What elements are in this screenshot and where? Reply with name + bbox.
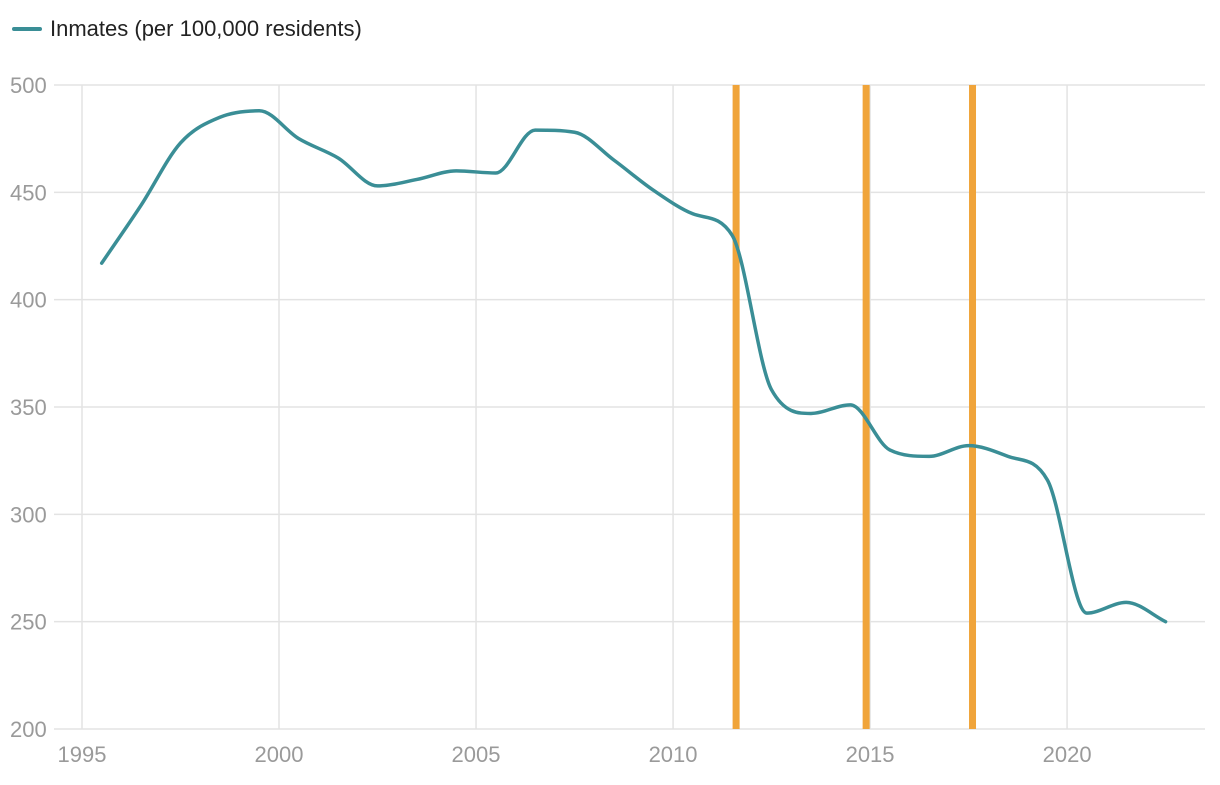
x-tick-label: 2010 bbox=[649, 742, 698, 767]
y-tick-label: 500 bbox=[10, 73, 47, 98]
y-tick-label: 400 bbox=[10, 288, 47, 313]
series-line bbox=[99, 109, 1168, 624]
legend: Inmates (per 100,000 residents) bbox=[12, 16, 362, 42]
legend-swatch bbox=[12, 27, 42, 31]
legend-label: Inmates (per 100,000 residents) bbox=[50, 16, 362, 41]
x-tick-label: 2020 bbox=[1043, 742, 1092, 767]
x-tick-label: 2015 bbox=[846, 742, 895, 767]
y-tick-label: 350 bbox=[10, 395, 47, 420]
x-tick-label: 2000 bbox=[255, 742, 304, 767]
y-tick-label: 300 bbox=[10, 502, 47, 527]
y-tick-label: 250 bbox=[10, 610, 47, 635]
gridlines bbox=[54, 84, 1205, 730]
y-tick-label: 200 bbox=[10, 717, 47, 742]
x-tick-label: 1995 bbox=[58, 742, 107, 767]
x-tick-label: 2005 bbox=[452, 742, 501, 767]
y-tick-label: 450 bbox=[10, 180, 47, 205]
